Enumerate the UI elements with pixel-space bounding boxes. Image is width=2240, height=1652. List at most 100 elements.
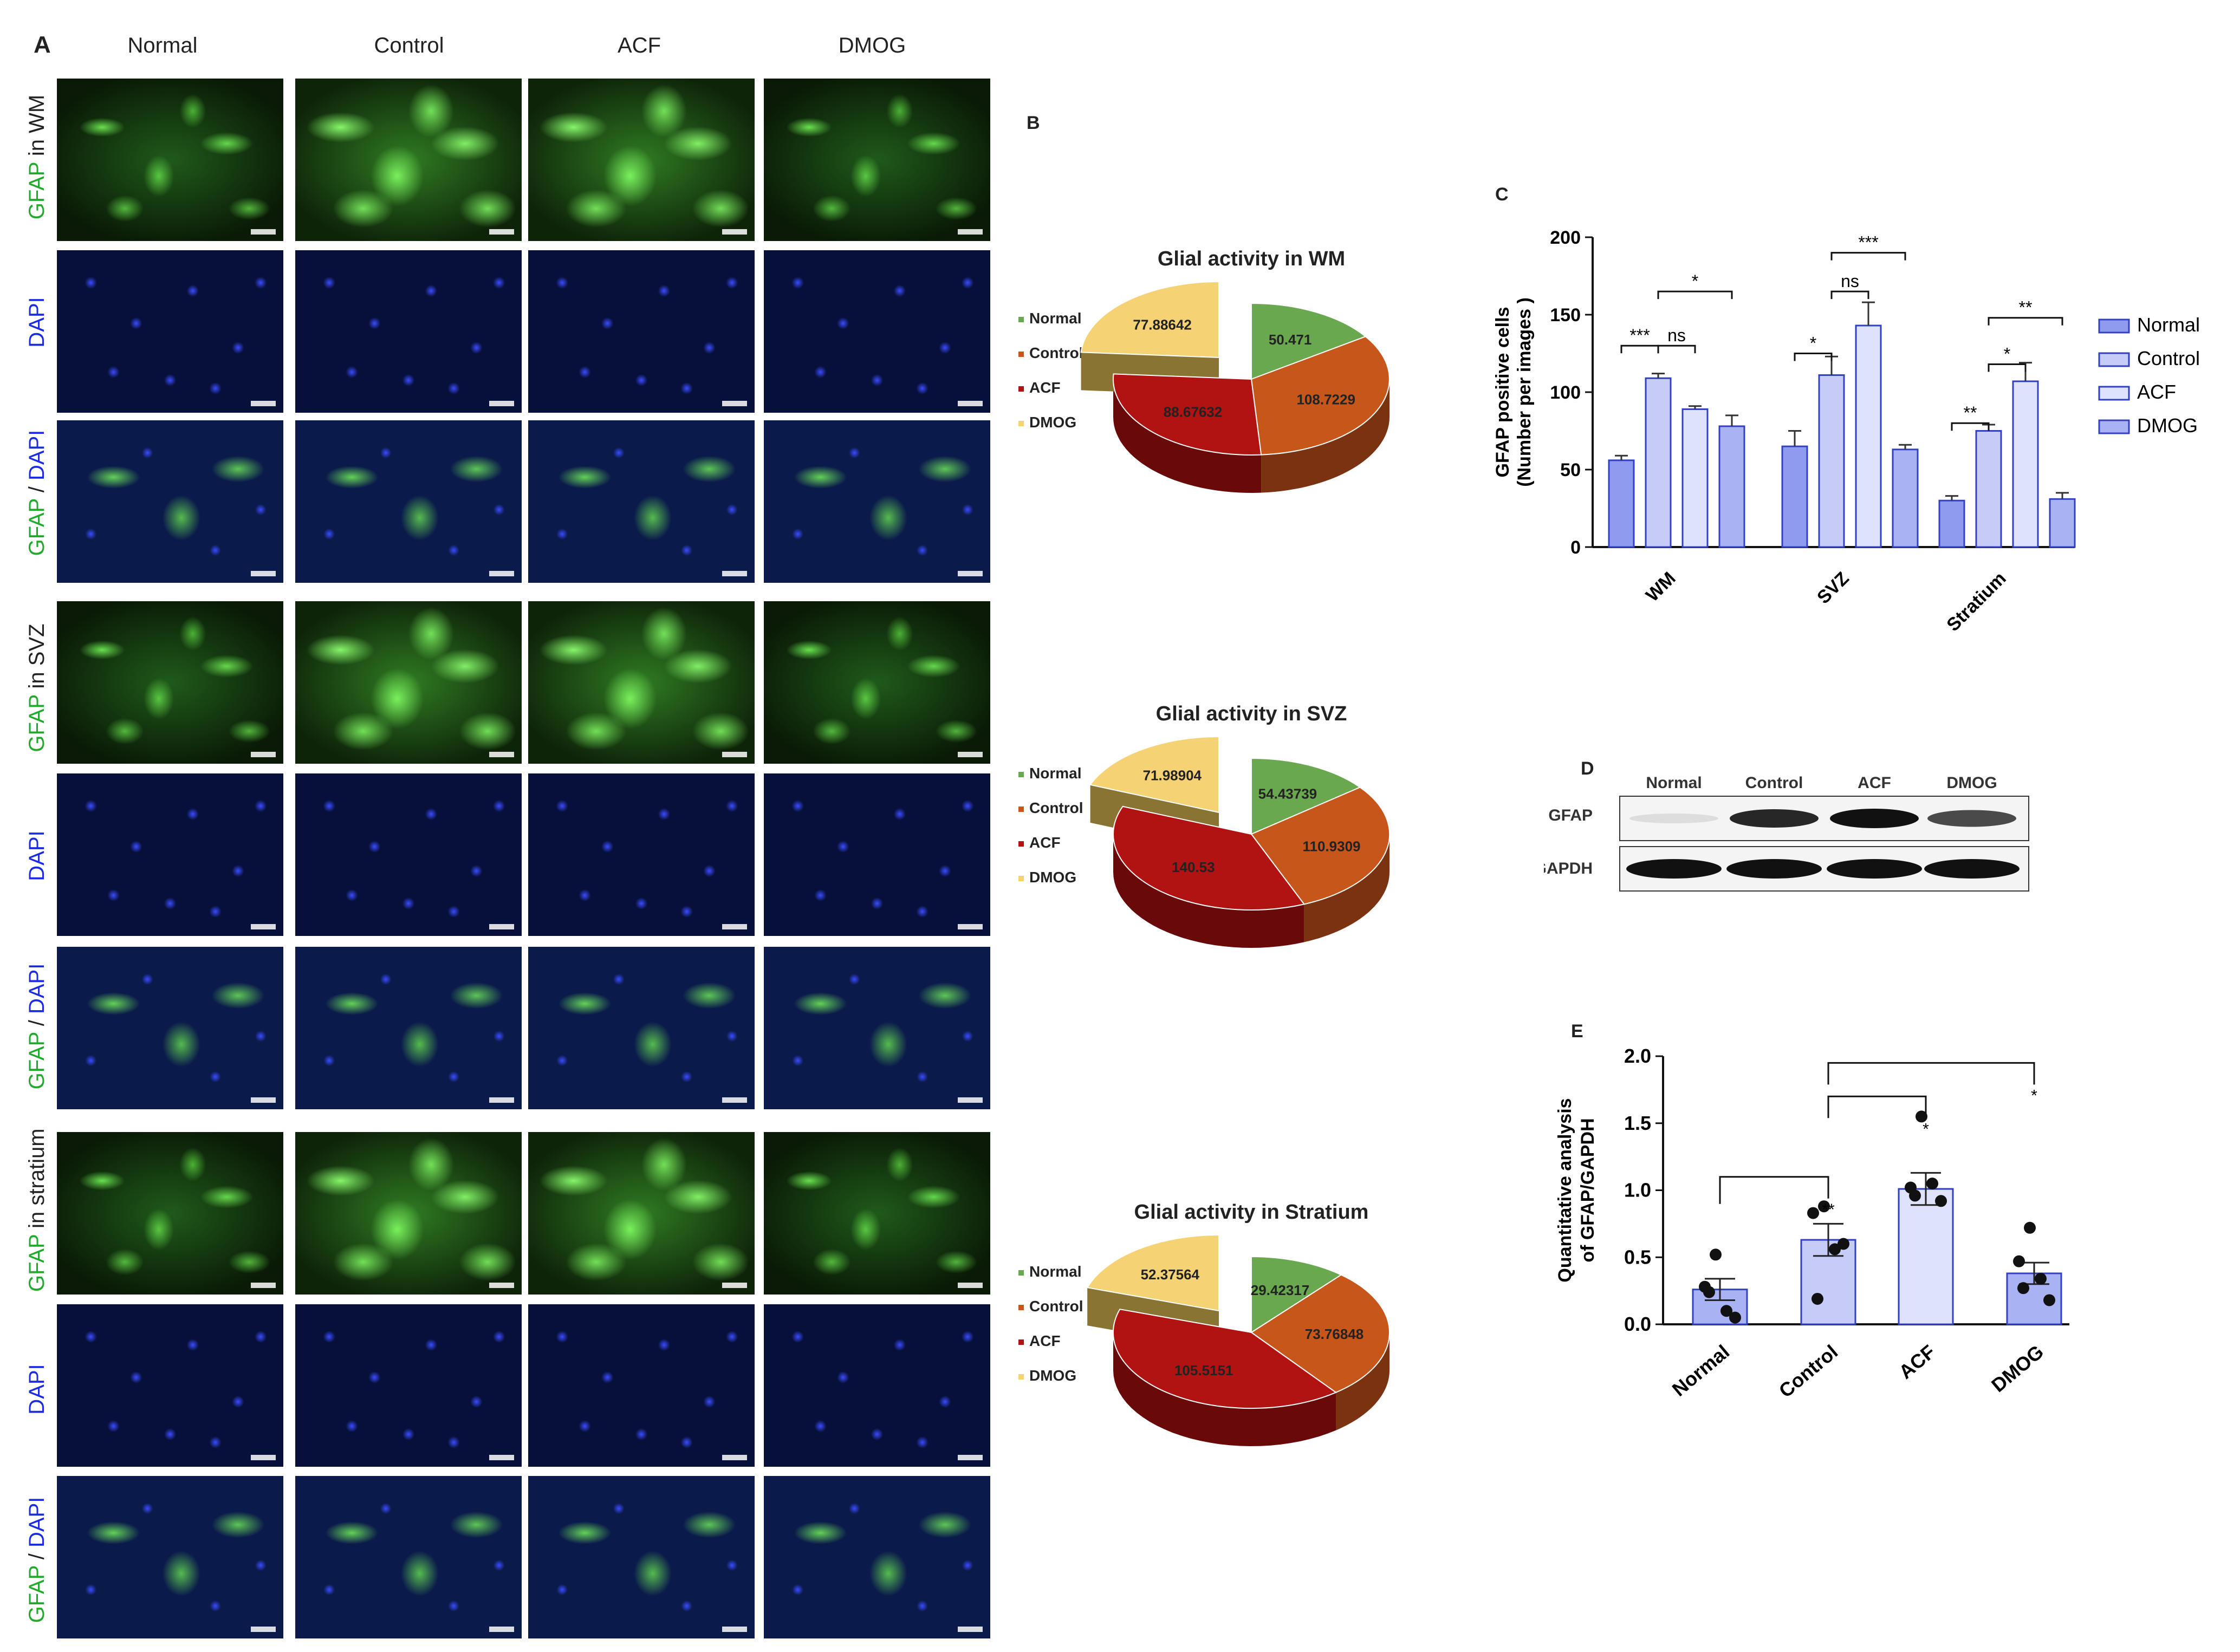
bar-wm-acf: [1681, 408, 1709, 548]
x-tick-label-control: Control: [1775, 1341, 1842, 1402]
y-tick-label: 200: [1550, 227, 1581, 248]
pie-title: Glial activity in WM: [1158, 248, 1345, 270]
data-point-normal: [1710, 1248, 1722, 1261]
pie-value-label-acf: 140.53: [1172, 859, 1215, 875]
scale-bar: [251, 752, 276, 757]
bar-stratium-normal: [1938, 499, 1965, 548]
micrograph-gfap-wm-acf: [528, 79, 755, 241]
pie-value-label-normal: 50.471: [1269, 331, 1312, 348]
scale-bar: [251, 1097, 276, 1103]
pie-side-acf: [1113, 379, 1262, 493]
pie-value-label-dmog: 52.37564: [1141, 1266, 1200, 1283]
micrograph-dapi-svz-control: [295, 773, 522, 936]
significance-label: *: [1810, 334, 1816, 353]
y-tick-label: 1.5: [1624, 1112, 1651, 1134]
row-label-merge-wm: GFAP / DAPI: [25, 430, 49, 556]
significance-bracket: [1988, 363, 2027, 372]
significance-label: ***: [1629, 326, 1650, 345]
significance-label: ns: [1841, 271, 1859, 291]
pie-chart-2: Glial activity in SVZ Normal Control ACF DMO…: [1018, 703, 1391, 948]
data-point-acf: [1916, 1110, 1927, 1123]
micrograph-dapi-wm-control: [295, 250, 522, 413]
row-label-merge-stratium: GFAP / DAPI: [25, 1497, 49, 1623]
significance-bracket: [1830, 252, 1906, 261]
legend-swatch-acf: [1018, 386, 1024, 392]
significance-label: **: [1822, 1201, 1835, 1219]
quantitative-analysis-chart: 0.0 0.5 1.0 1.5 2.0 Quantitative analysis of G…: [1555, 1045, 2069, 1402]
legend-swatch-dmog: [1018, 421, 1024, 426]
legend-swatch-dmog: [1018, 876, 1024, 881]
blot-band-gapdh-dmog: [1924, 859, 2020, 879]
significance-label: *: [2031, 1087, 2037, 1104]
micrograph-gfap-wm-normal: [57, 79, 283, 241]
legend-swatch-acf: [1018, 1339, 1024, 1345]
blot-lane-label-control: Control: [1745, 774, 1803, 792]
pie-title: Glial activity in Stratium: [1134, 1201, 1369, 1224]
significance-label: **: [2019, 298, 2033, 317]
legend-label-normal: Normal: [1029, 310, 1081, 327]
pie-side-control: [1336, 1332, 1390, 1430]
scale-bar: [958, 1455, 983, 1460]
pie-value-label-normal: 54.43739: [1258, 786, 1317, 802]
significance-label: *: [2004, 344, 2010, 364]
scale-bar: [958, 401, 983, 406]
micrograph-gfap-stratium-control: [295, 1132, 522, 1295]
blot-lane-label-dmog: DMOG: [1946, 774, 1997, 792]
significance-bracket: [1827, 1095, 1927, 1118]
scale-bar: [958, 571, 983, 576]
pie-slice-dmog: [1086, 1234, 1219, 1312]
y-tick-label: 100: [1550, 382, 1581, 403]
scale-bar: [722, 1097, 747, 1103]
blot-band-gapdh-normal: [1626, 859, 1722, 879]
blot-row-label-gfap: GFAP: [1548, 807, 1593, 824]
western-blot: Normal Control ACF DMOG GFAP GAPDH: [1544, 774, 2029, 892]
x-tick-label-dmog: DMOG: [1987, 1341, 2048, 1396]
panel-letter-a: A: [34, 31, 51, 58]
legend-label-control: Control: [2137, 347, 2200, 369]
data-point-dmog: [2043, 1294, 2055, 1306]
scale-bar: [251, 1627, 276, 1632]
scale-bar: [958, 1097, 983, 1103]
bar-wm-dmog: [1718, 425, 1745, 548]
column-header-dmog: DMOG: [838, 34, 906, 57]
scale-bar: [722, 571, 747, 576]
blot-band-gfap-dmog: [1927, 810, 2016, 827]
y-tick-label: 1.0: [1624, 1179, 1651, 1201]
pie-value-label-dmog: 77.88642: [1133, 317, 1191, 333]
blot-band-gfap-normal: [1629, 814, 1718, 823]
micrograph-merge-wm-dmog: [764, 420, 990, 583]
y-tick-label: 0.5: [1624, 1246, 1651, 1268]
scale-bar: [958, 1283, 983, 1288]
scale-bar: [722, 752, 747, 757]
micrograph-merge-stratium-control: [295, 1476, 522, 1638]
scale-bar: [722, 1283, 747, 1288]
micrograph-gfap-stratium-acf: [528, 1132, 755, 1295]
pie-charts: Glial activity in WM Normal Control ACF DMOG…: [1018, 248, 1391, 1446]
scale-bar: [489, 1283, 514, 1288]
panel-letter-e: E: [1571, 1021, 1583, 1042]
blot-band-gfap-control: [1730, 809, 1819, 828]
pie-side-control: [1261, 379, 1390, 493]
pie-value-label-dmog: 71.98904: [1143, 768, 1202, 784]
significance-bracket: [1794, 353, 1833, 361]
y-tick-label: 2.0: [1624, 1045, 1651, 1067]
scale-bar: [489, 1627, 514, 1632]
scale-bar: [722, 401, 747, 406]
row-label-gfap-stratium: GFAP in stratium: [25, 1128, 49, 1292]
pie-slice-normal: [1251, 1256, 1342, 1334]
micrograph-gfap-svz-dmog: [764, 601, 990, 764]
scale-bar: [489, 571, 514, 576]
data-point-dmog: [2013, 1255, 2025, 1267]
data-point-control: [1807, 1207, 1819, 1219]
significance-bracket: [1719, 1176, 1829, 1204]
legend-swatch-acf: [2098, 386, 2130, 401]
column-header-control: Control: [374, 34, 444, 57]
pie-slice-control: [1250, 1274, 1390, 1393]
micrograph-dapi-wm-acf: [528, 250, 755, 413]
legend-swatch-dmog: [1018, 1374, 1024, 1380]
bar-svz-acf: [1855, 324, 1882, 548]
micrograph-dapi-wm-dmog: [764, 250, 990, 413]
significance-bracket: [1657, 344, 1696, 354]
x-tick-label-wm: WM: [1642, 568, 1680, 606]
scale-bar: [489, 401, 514, 406]
